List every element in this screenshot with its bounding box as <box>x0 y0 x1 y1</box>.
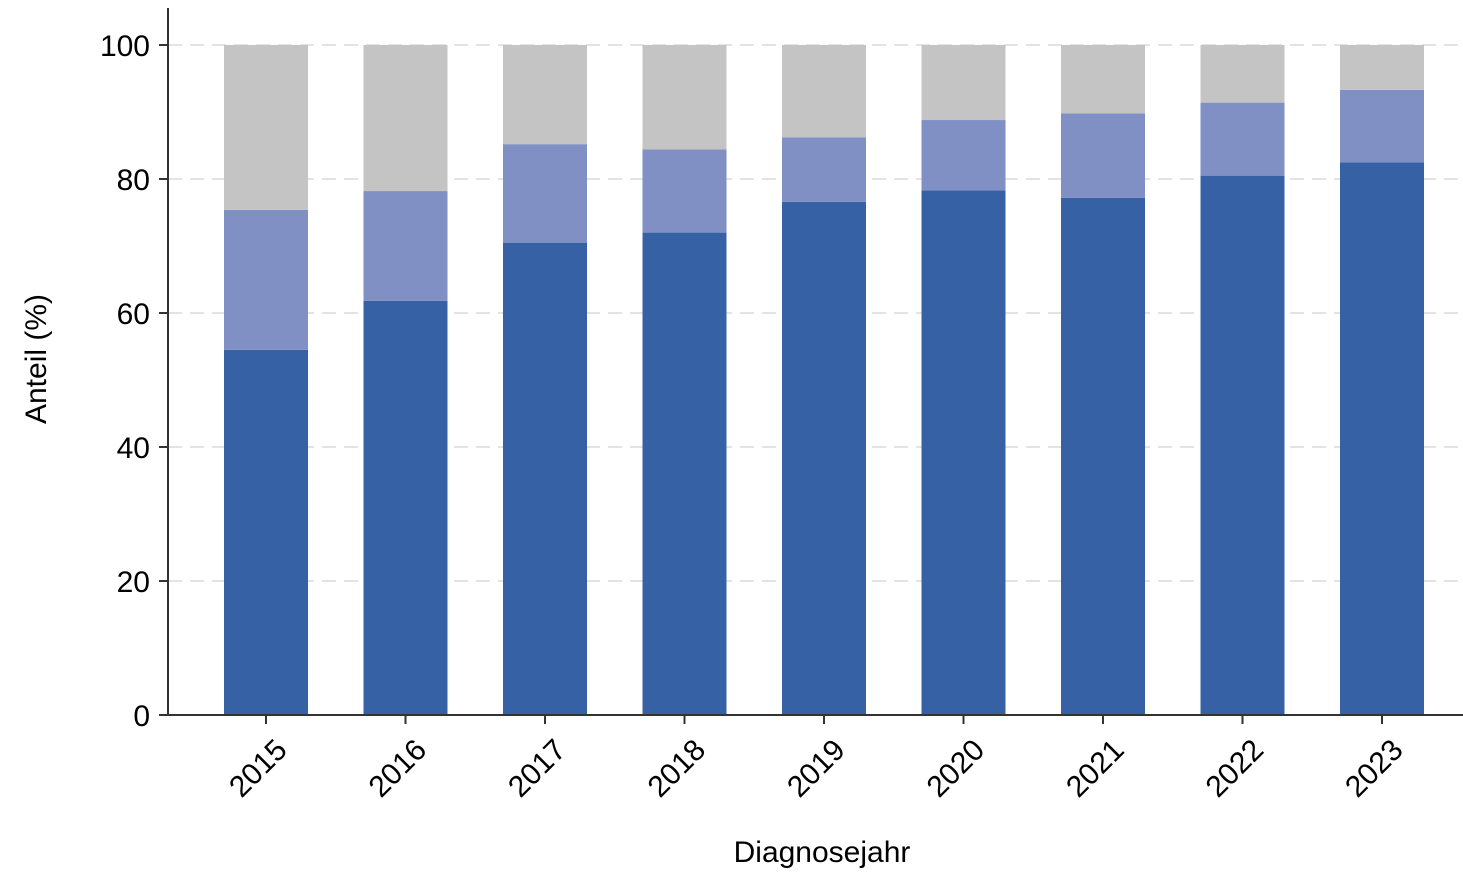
x-axis-title: Diagnosejahr <box>734 836 911 869</box>
bar-2023-segment-1 <box>1340 162 1424 715</box>
bar-2021-segment-1 <box>1061 197 1145 715</box>
bar-2022-segment-3 <box>1200 45 1285 103</box>
y-tick-label: 0 <box>133 700 150 733</box>
x-tick-label: 2016 <box>363 733 434 804</box>
x-tick-label: 2022 <box>1200 733 1271 804</box>
bar-2016-segment-2 <box>363 191 448 301</box>
bar-2017-segment-3 <box>503 45 587 145</box>
bar-2019-segment-2 <box>782 137 866 202</box>
bar-2020-segment-2 <box>921 120 1006 191</box>
bar-2020-segment-1 <box>921 190 1006 715</box>
bar-2022-segment-1 <box>1200 175 1285 715</box>
bar-2017-segment-2 <box>503 144 587 243</box>
x-tick-label: 2015 <box>223 733 294 804</box>
bar-2015-segment-3 <box>224 45 308 210</box>
y-tick-label: 60 <box>117 298 150 331</box>
bar-2018-segment-2 <box>642 149 727 233</box>
bar-2020-segment-3 <box>921 45 1006 121</box>
bar-2022-segment-2 <box>1200 102 1285 176</box>
bar-2015-segment-2 <box>224 209 308 350</box>
y-tick-label: 20 <box>117 566 150 599</box>
bar-2019-segment-3 <box>782 45 866 138</box>
bar-2023-segment-3 <box>1340 45 1424 90</box>
x-tick-label: 2018 <box>642 733 713 804</box>
y-tick-label: 100 <box>100 30 150 63</box>
bar-2021-segment-2 <box>1061 113 1145 198</box>
y-axis-title: Anteil (%) <box>20 294 53 424</box>
x-tick-label: 2023 <box>1339 733 1410 804</box>
x-tick-label: 2020 <box>921 733 992 804</box>
y-tick-label: 80 <box>117 164 150 197</box>
bar-2018-segment-1 <box>642 232 727 715</box>
bar-2016-segment-3 <box>363 45 448 192</box>
bars <box>224 45 1424 715</box>
bar-2023-segment-2 <box>1340 89 1424 163</box>
bar-2018-segment-3 <box>642 45 727 150</box>
bar-2016-segment-1 <box>363 300 448 715</box>
y-axis-ticks: 0 20 40 60 80 100 <box>100 30 168 733</box>
bar-2019-segment-1 <box>782 201 866 715</box>
bar-2021-segment-3 <box>1061 45 1145 114</box>
x-tick-label: 2017 <box>502 733 573 804</box>
x-tick-label: 2019 <box>781 733 852 804</box>
bar-2017-segment-1 <box>503 242 587 715</box>
bar-2015-segment-1 <box>224 349 308 715</box>
x-axis-ticks: 2015 2016 2017 2018 2019 2020 2021 2022 2023 <box>223 715 1410 804</box>
y-tick-label: 40 <box>117 432 150 465</box>
x-tick-label: 2021 <box>1060 733 1131 804</box>
